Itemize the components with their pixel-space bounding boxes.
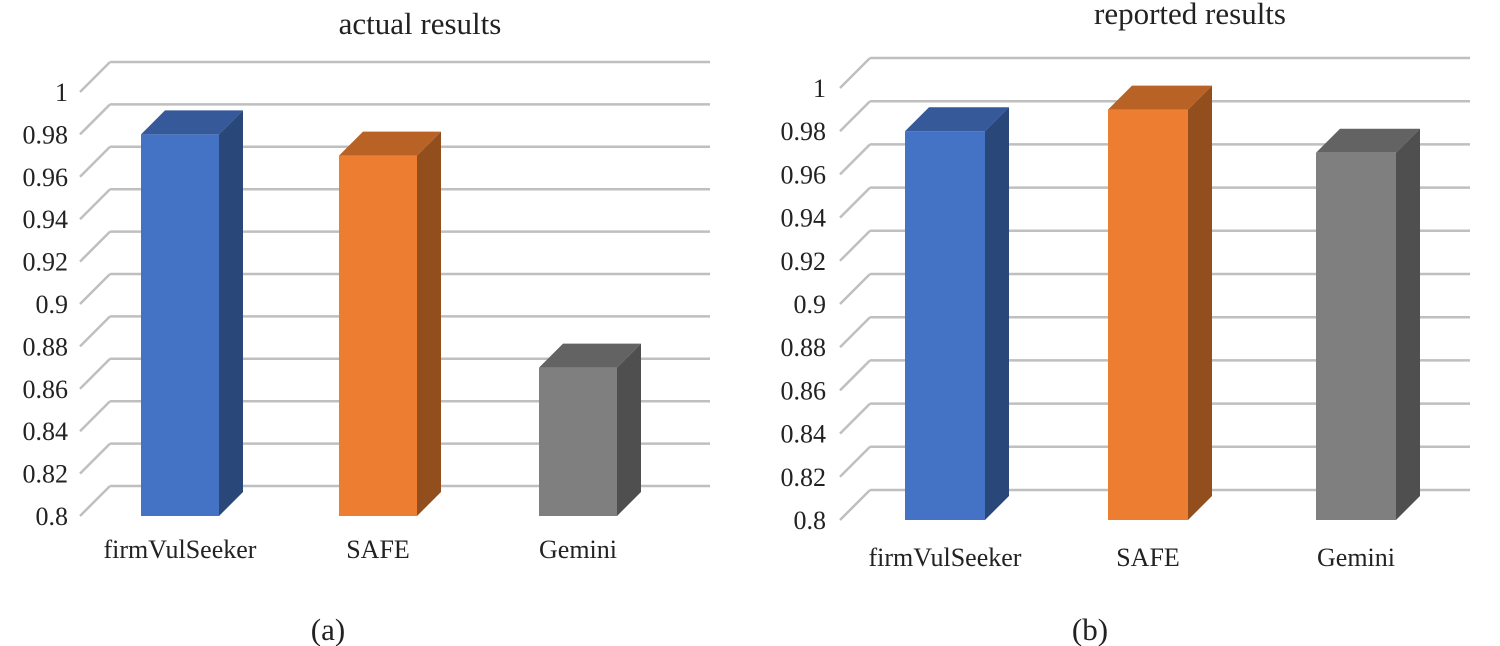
bar-side-firmVulSeeker [985,107,1009,520]
y-tick-label: 0.9 [794,290,827,319]
y-tick-label: 1 [55,78,68,107]
y-tick-label: 0.84 [23,417,69,446]
gridline-slant [839,359,871,392]
chart-title-b: reported results [1094,0,1286,31]
y-tick-label: 0.98 [23,120,69,149]
y-tick-label: 0.96 [781,160,827,189]
gridline-slant [839,143,871,176]
y-tick-label: 0.84 [781,420,827,449]
gridline-slant [839,229,871,262]
y-tick-label: 0.92 [781,247,827,276]
gridline-slant [839,273,871,305]
bar-side-Gemini [1396,128,1420,521]
bar-firmVulSeeker [905,131,985,520]
gridline-slant [839,316,871,349]
y-tick-label: 0.86 [781,376,827,405]
bar-top-SAFE [339,131,441,156]
gridline-slant [79,485,111,517]
x-category-label: Gemini [539,535,617,564]
bar-Gemini [1316,152,1396,521]
gridline-slant [839,186,871,219]
gridline-slant [79,357,111,390]
bar-firmVulSeeker [141,134,219,516]
bar-side-firmVulSeeker [219,110,243,517]
bar-side-SAFE [417,131,441,516]
y-tick-label: 0.92 [23,248,69,277]
y-tick-label: 0.8 [794,506,827,535]
gridline-slant [79,400,111,433]
gridline-slant [839,100,871,133]
y-tick-label: 0.82 [781,463,827,492]
y-tick-label: 0.9 [36,290,69,319]
bar-Gemini [539,367,617,516]
y-tick-label: 1 [813,74,826,103]
x-category-label: Gemini [1317,543,1395,572]
bar-top-Gemini [539,343,641,368]
bar-side-Gemini [617,343,641,516]
bar-top-Gemini [1316,128,1420,153]
panel-label-b: (b) [1072,612,1108,646]
gridline-slant [79,145,111,178]
gridline-slant [839,57,871,89]
bar-top-firmVulSeeker [905,107,1009,132]
gridline-slant [839,445,871,478]
gridline-slant [79,103,111,136]
y-tick-label: 0.88 [781,333,827,362]
gridline-slant [79,315,111,348]
y-tick-label: 0.86 [23,375,69,404]
gridline-slant [79,442,111,475]
y-tick-label: 0.96 [23,163,69,192]
chart-title-a: actual results [339,6,502,41]
chart-panel-a: actual results (a) 0.8 0.82 0.84 0.86 0.88 0.… [23,6,710,646]
x-category-label: SAFE [346,535,410,564]
gridline-slant [79,230,111,263]
y-tick-label: 0.94 [23,205,69,234]
x-category-label: firmVulSeeker [104,535,257,564]
gridline-slant [79,273,111,305]
chart-panel-b: reported results (b) 0.8 0.82 0.84 0.86 0.88… [781,0,1470,646]
y-tick-label: 0.94 [781,204,827,233]
y-tick-label: 0.8 [36,502,69,531]
gridline-slant [79,188,111,221]
x-category-label: firmVulSeeker [869,543,1022,572]
y-tick-label: 0.98 [781,117,827,146]
y-tick-label: 0.88 [23,332,69,361]
bar-SAFE [1108,109,1188,520]
gridline-slant [79,61,111,93]
panel-label-a: (a) [311,612,345,646]
y-tick-label: 0.82 [23,460,69,489]
x-category-label: SAFE [1116,543,1180,572]
bar-side-SAFE [1188,85,1212,520]
bar-top-firmVulSeeker [141,110,243,135]
bar-top-SAFE [1108,85,1212,110]
bar-SAFE [339,155,417,516]
gridline-slant [839,402,871,435]
gridline-slant [839,489,871,521]
